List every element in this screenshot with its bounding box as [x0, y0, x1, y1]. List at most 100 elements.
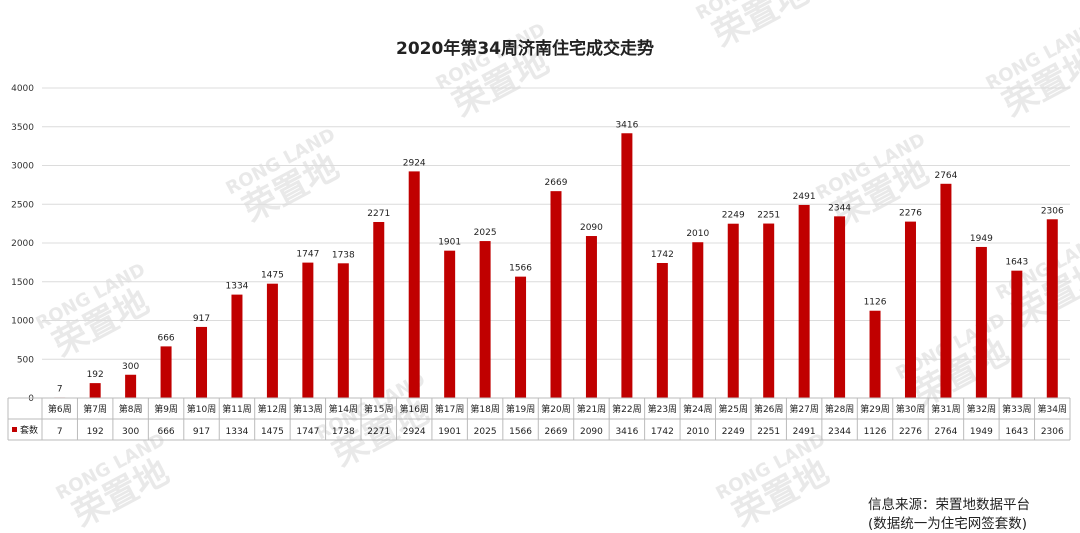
- data-label: 1949: [970, 234, 993, 244]
- table-value: 2010: [686, 427, 709, 437]
- table-value: 2090: [580, 427, 603, 437]
- category-label: 第29周: [860, 403, 889, 415]
- category-label: 第6周: [48, 403, 72, 415]
- method-note: (数据统一为住宅网签套数): [868, 516, 1028, 532]
- bar-第9周: [160, 346, 172, 398]
- category-label: 第27周: [789, 403, 818, 415]
- category-label: 第14周: [329, 403, 358, 415]
- bar-第18周: [479, 241, 491, 398]
- category-label: 第26周: [754, 403, 783, 415]
- table-value: 1949: [970, 427, 993, 437]
- data-labels: 7 192 300 666 917 1334 1475 1747 1738 2271 2924 190…: [57, 120, 1064, 394]
- y-tick-label: 2000: [11, 239, 34, 249]
- bar-第13周: [302, 262, 314, 398]
- category-label: 第32周: [967, 403, 996, 415]
- table-value: 1901: [438, 427, 461, 437]
- category-label: 第7周: [83, 403, 107, 415]
- bar-第25周: [727, 223, 739, 398]
- y-tick-label: 3500: [11, 123, 34, 133]
- data-label: 1126: [864, 298, 887, 308]
- table-value: 7: [57, 427, 63, 437]
- bar-第28周: [834, 216, 846, 398]
- table-value: 2271: [367, 427, 390, 437]
- category-label: 第25周: [719, 403, 748, 415]
- data-label: 192: [87, 370, 104, 380]
- table-value: 2491: [793, 427, 816, 437]
- data-label: 1747: [296, 250, 319, 260]
- data-label: 2251: [757, 211, 780, 221]
- bar-第15周: [373, 221, 385, 398]
- category-label: 第16周: [399, 403, 428, 415]
- category-label: 第33周: [1002, 403, 1031, 415]
- bar-第26周: [763, 223, 775, 398]
- data-label: 917: [193, 314, 210, 324]
- data-label: 666: [157, 333, 174, 343]
- table-value: 1747: [296, 427, 319, 437]
- y-tick-label: 0: [28, 394, 34, 404]
- category-label: 第24周: [683, 403, 712, 415]
- y-tick-label: 500: [17, 355, 34, 365]
- y-tick-label: 3000: [11, 162, 34, 172]
- table-value: 1334: [226, 427, 249, 437]
- category-label: 第10周: [187, 403, 216, 415]
- table-value: 2249: [722, 427, 745, 437]
- data-label: 7: [57, 384, 63, 394]
- category-label: 第23周: [648, 403, 677, 415]
- gridlines: [42, 87, 1070, 399]
- bar-第11周: [231, 294, 243, 398]
- data-label: 2010: [686, 229, 709, 239]
- table-value: 1643: [1005, 427, 1028, 437]
- category-label: 第18周: [470, 403, 499, 415]
- data-label: 1475: [261, 271, 284, 281]
- data-label: 2271: [367, 209, 390, 219]
- table-value: 1475: [261, 427, 284, 437]
- data-label: 1643: [1005, 258, 1028, 268]
- table-value: 2344: [828, 427, 851, 437]
- table-value: 917: [193, 427, 210, 437]
- table-value: 192: [87, 427, 104, 437]
- category-label: 第8周: [119, 403, 143, 415]
- table-value: 1126: [864, 427, 887, 437]
- y-tick-label: 2500: [11, 200, 34, 210]
- category-label: 第19周: [506, 403, 535, 415]
- category-label: 第21周: [577, 403, 606, 415]
- category-label: 第17周: [435, 403, 464, 415]
- bar-第19周: [515, 276, 527, 398]
- table-value: 2306: [1041, 427, 1064, 437]
- data-label: 2764: [934, 171, 957, 181]
- table-value: 2251: [757, 427, 780, 437]
- data-label: 2306: [1041, 206, 1064, 216]
- y-tick-label: 1000: [11, 317, 34, 327]
- chart-title: 2020年第34周济南住宅成交走势: [396, 38, 654, 59]
- category-label: 第22周: [612, 403, 641, 415]
- data-label: 1334: [226, 282, 249, 292]
- table-value: 666: [157, 427, 174, 437]
- category-label: 第30周: [896, 403, 925, 415]
- category-label: 第12周: [258, 403, 287, 415]
- data-label: 1901: [438, 238, 461, 248]
- table-value: 2924: [403, 427, 426, 437]
- category-label: 第28周: [825, 403, 854, 415]
- bar-第24周: [692, 242, 704, 398]
- table-value: 2764: [934, 427, 957, 437]
- data-label: 1566: [509, 264, 532, 274]
- data-table: 第6周 7 第7周 192 第8周 300 第9周 666 第10周 917 第11周 1334 第12…: [7, 397, 1071, 441]
- bar-第29周: [869, 310, 881, 398]
- y-tick-label: 1500: [11, 278, 34, 288]
- bar-第21周: [585, 236, 597, 398]
- data-label: 2924: [403, 158, 426, 168]
- bar-第7周: [89, 383, 101, 398]
- bar-第31周: [940, 183, 952, 398]
- category-label: 第15周: [364, 403, 393, 415]
- table-value: 2025: [474, 427, 497, 437]
- category-label: 第9周: [154, 403, 178, 415]
- data-label: 300: [122, 362, 139, 372]
- table-value: 300: [122, 427, 139, 437]
- bar-第20周: [550, 191, 562, 398]
- data-label: 2669: [545, 178, 568, 188]
